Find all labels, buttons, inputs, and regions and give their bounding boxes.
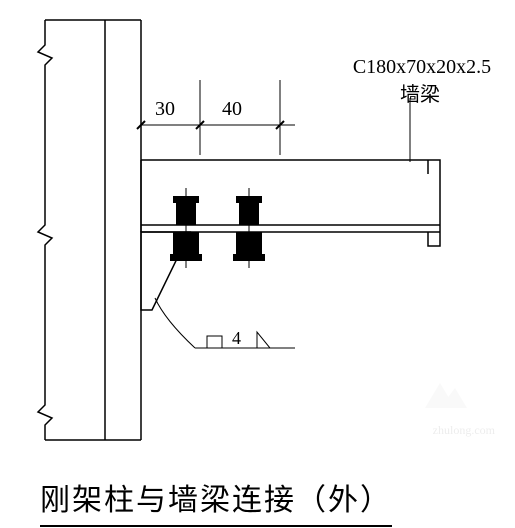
watermark: zhulong.com xyxy=(433,423,495,438)
dim-40-value: 40 xyxy=(222,98,242,121)
dim-30-value: 30 xyxy=(155,98,175,121)
weld-size: 4 xyxy=(232,328,241,349)
weld-symbol xyxy=(155,298,295,348)
column xyxy=(38,20,141,440)
bolt-1 xyxy=(170,188,202,268)
watermark-logo xyxy=(415,368,475,418)
beam-label: 墙梁 xyxy=(380,78,460,107)
bolt-2 xyxy=(233,188,265,268)
diagram-title: 刚架柱与墙梁连接（外） xyxy=(40,475,392,527)
dimension-40 xyxy=(200,80,295,155)
beam-spec: C180x70x20x2.5 xyxy=(332,56,512,79)
